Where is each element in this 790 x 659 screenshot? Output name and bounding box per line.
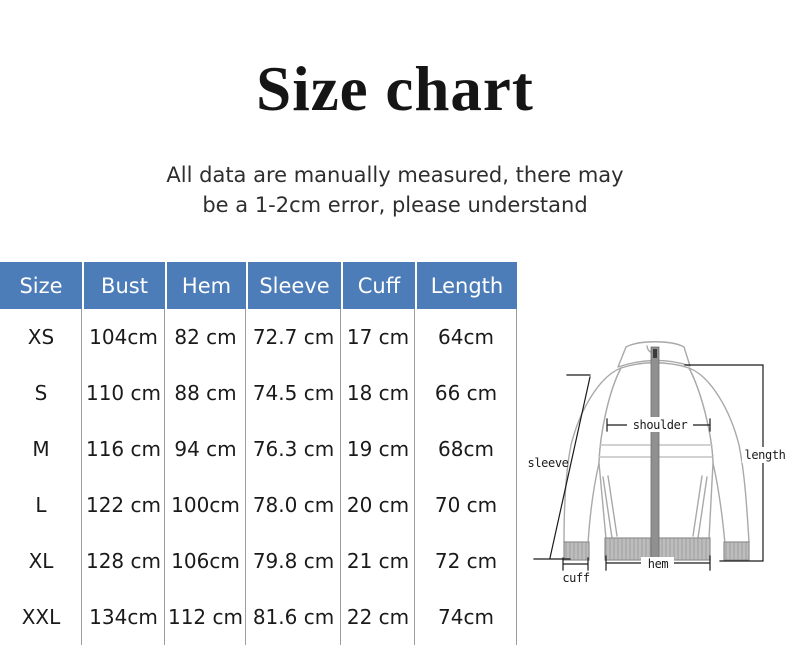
cuff-measure-line [562, 557, 589, 571]
cell-hem: 88 cm [174, 381, 237, 405]
cell-cuff: 17 cm [346, 325, 410, 349]
cell-bust: 110 cm [85, 381, 161, 405]
jacket-left-pocket [602, 475, 618, 539]
column-divider [81, 309, 82, 645]
cell-length: 74cm [438, 605, 494, 629]
column-header-bust: Bust [82, 262, 165, 309]
cell-hem: 82 cm [174, 325, 237, 349]
cell-cuff: 22 cm [346, 605, 410, 629]
cell-length: 66 cm [434, 381, 498, 405]
jacket-zipper-slider [653, 349, 657, 358]
table-row-s: S 110 cm 88 cm 74.5 cm 18 cm 66 cm [0, 365, 517, 421]
column-divider [340, 309, 341, 645]
cell-length: 70 cm [434, 493, 498, 517]
jacket-right-cuff-band [723, 541, 750, 561]
cell-bust: 104cm [89, 325, 158, 349]
cell-hem: 94 cm [174, 437, 237, 461]
cell-size: S [34, 381, 48, 405]
column-divider [245, 309, 246, 645]
cell-size: XL [28, 549, 54, 573]
cell-sleeve: 72.7 cm [252, 325, 335, 349]
column-header-hem: Hem [165, 262, 246, 309]
cell-sleeve: 81.6 cm [252, 605, 335, 629]
cell-bust: 122 cm [85, 493, 161, 517]
cell-bust: 116 cm [85, 437, 161, 461]
subtitle-line1: All data are manually measured, there ma… [166, 163, 624, 187]
label-length: length [745, 448, 786, 462]
cell-size: L [35, 493, 47, 517]
size-table-header: Size Bust Hem Sleeve Cuff Length [0, 262, 517, 309]
label-shoulder: shoulder [633, 418, 688, 432]
cell-size: M [32, 437, 50, 461]
column-header-length: Length [415, 262, 517, 309]
cell-cuff: 21 cm [346, 549, 410, 573]
cell-size: XS [27, 325, 55, 349]
cell-sleeve: 78.0 cm [252, 493, 335, 517]
cell-length: 72 cm [434, 549, 498, 573]
subtitle-line2: be a 1-2cm error, please understand [202, 193, 588, 217]
sleeve-measure-line [533, 374, 591, 560]
table-row-xs: XS 104cm 82 cm 72.7 cm 17 cm 64cm [0, 309, 517, 365]
table-row-xxl: XXL 134cm 112 cm 81.6 cm 22 cm 74cm [0, 589, 517, 645]
column-header-size: Size [19, 273, 63, 298]
cell-size: XXL [21, 605, 61, 629]
column-header-sleeve: Sleeve [246, 262, 341, 309]
cell-sleeve: 74.5 cm [252, 381, 335, 405]
table-row-m: M 116 cm 94 cm 76.3 cm 19 cm 68cm [0, 421, 517, 477]
cell-sleeve: 79.8 cm [252, 549, 335, 573]
column-divider [516, 309, 517, 645]
size-table: Size Bust Hem Sleeve Cuff Length XS 104c… [0, 262, 517, 645]
cell-bust: 128 cm [85, 549, 161, 573]
label-cuff: cuff [562, 571, 589, 585]
cell-cuff: 19 cm [346, 437, 410, 461]
label-hem: hem [648, 557, 669, 571]
label-sleeve: sleeve [528, 456, 569, 470]
cell-cuff: 20 cm [346, 493, 410, 517]
jacket-measurement-diagram: sleeve shoulder length hem cuff [528, 341, 788, 585]
table-row-l: L 122 cm 100cm 78.0 cm 20 cm 70 cm [0, 477, 517, 533]
cell-bust: 134cm [89, 605, 158, 629]
cell-sleeve: 76.3 cm [252, 437, 335, 461]
column-divider [164, 309, 165, 645]
cell-length: 68cm [438, 437, 494, 461]
subtitle: All data are manually measured, there ma… [0, 160, 790, 220]
table-row-xl: XL 128 cm 106cm 79.8 cm 21 cm 72 cm [0, 533, 517, 589]
jacket-left-cuff-band [563, 541, 590, 561]
page-title: Size chart [256, 54, 534, 124]
cell-length: 64cm [438, 325, 494, 349]
column-divider [414, 309, 415, 645]
column-header-cuff: Cuff [341, 262, 415, 309]
cell-hem: 106cm [171, 549, 240, 573]
jacket-right-pocket [692, 475, 708, 539]
cell-hem: 112 cm [167, 605, 243, 629]
jacket-zipper [650, 346, 660, 561]
cell-cuff: 18 cm [346, 381, 410, 405]
cell-hem: 100cm [171, 493, 240, 517]
